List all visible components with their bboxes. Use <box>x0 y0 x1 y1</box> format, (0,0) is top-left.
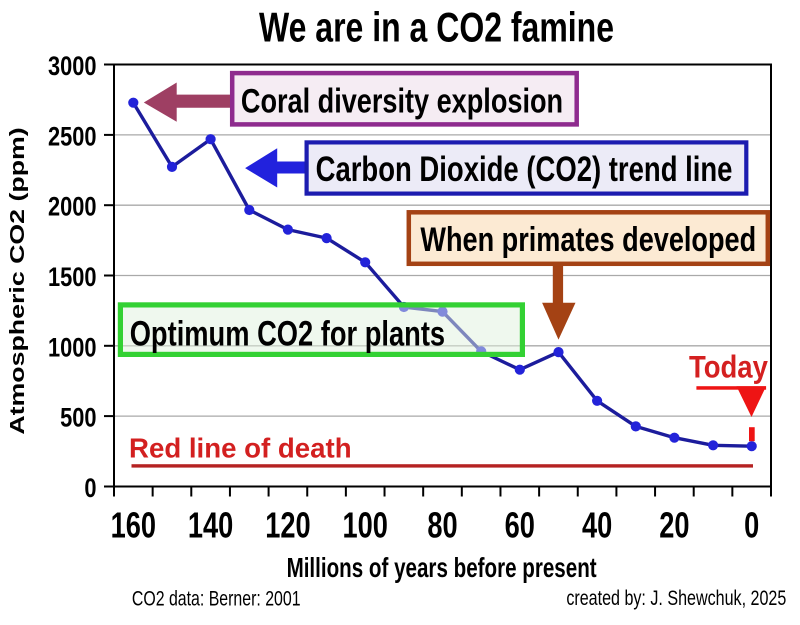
svg-text:60: 60 <box>505 505 535 546</box>
svg-text:0: 0 <box>84 474 96 503</box>
svg-text:40: 40 <box>582 505 612 546</box>
svg-text:When primates developed: When primates developed <box>420 220 756 259</box>
svg-text:Carbon Dioxide (CO2) trend lin: Carbon Dioxide (CO2) trend line <box>316 149 733 189</box>
svg-text:Today: Today <box>689 350 768 385</box>
svg-text:20: 20 <box>659 505 689 546</box>
svg-text:0: 0 <box>744 505 759 546</box>
svg-text:100: 100 <box>343 505 388 546</box>
svg-text:CO2 data: Berner: 2001: CO2 data: Berner: 2001 <box>132 586 301 610</box>
svg-text:Optimum CO2 for plants: Optimum CO2 for plants <box>130 313 445 353</box>
svg-text:Coral diversity explosion: Coral diversity explosion <box>241 81 563 120</box>
svg-text:2500: 2500 <box>48 123 96 152</box>
svg-text:160: 160 <box>111 505 156 546</box>
svg-text:1000: 1000 <box>48 333 96 362</box>
svg-text:created by: J. Shewchuk, 2025: created by: J. Shewchuk, 2025 <box>566 586 786 610</box>
svg-text:Red line of death: Red line of death <box>129 432 352 463</box>
svg-text:3000: 3000 <box>48 52 96 81</box>
svg-text:140: 140 <box>188 505 233 546</box>
svg-text:80: 80 <box>427 505 457 546</box>
svg-text:500: 500 <box>60 404 96 433</box>
svg-text:We are in a CO2 famine: We are in a CO2 famine <box>259 3 614 50</box>
svg-text:1500: 1500 <box>48 263 96 292</box>
svg-text:Millions of years before prese: Millions of years before present <box>287 553 597 584</box>
svg-text:Atmospheric CO2 (ppm): Atmospheric CO2 (ppm) <box>7 127 29 434</box>
svg-text:120: 120 <box>265 505 310 546</box>
svg-text:2000: 2000 <box>48 193 96 222</box>
